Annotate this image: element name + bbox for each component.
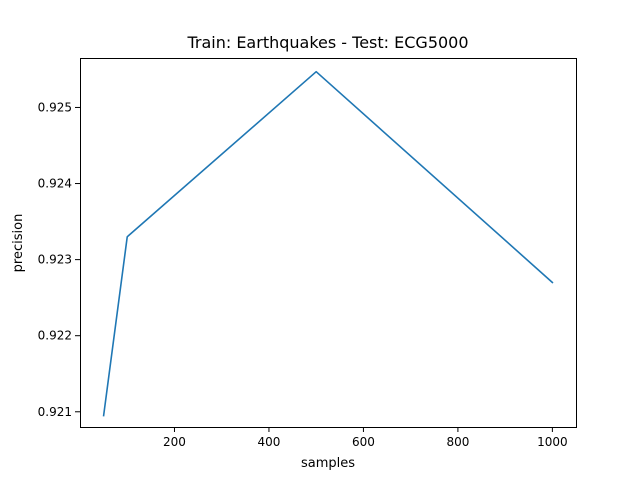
y-tick-label: 0.923 xyxy=(38,253,72,267)
x-tick-label: 200 xyxy=(163,435,186,449)
x-axis-label: samples xyxy=(301,456,355,471)
y-tick-label: 0.922 xyxy=(38,329,72,343)
plot-frame xyxy=(80,58,577,428)
y-tick-label: 0.921 xyxy=(38,405,72,419)
x-tick-label: 1000 xyxy=(537,435,568,449)
chart-title: Train: Earthquakes - Test: ECG5000 xyxy=(186,33,468,52)
series-line xyxy=(102,70,554,417)
y-axis-label: precision xyxy=(11,214,26,273)
y-tick-label: 0.924 xyxy=(38,177,72,191)
x-tick-label: 600 xyxy=(352,435,375,449)
series-layer xyxy=(102,70,554,417)
x-tick-label: 800 xyxy=(446,435,469,449)
y-axis: 0.921 0.922 0.923 0.924 0.925 xyxy=(38,100,80,419)
x-tick-label: 400 xyxy=(257,435,280,449)
y-tick-label: 0.925 xyxy=(38,100,72,114)
x-axis: 200 400 600 800 1000 xyxy=(163,427,568,449)
